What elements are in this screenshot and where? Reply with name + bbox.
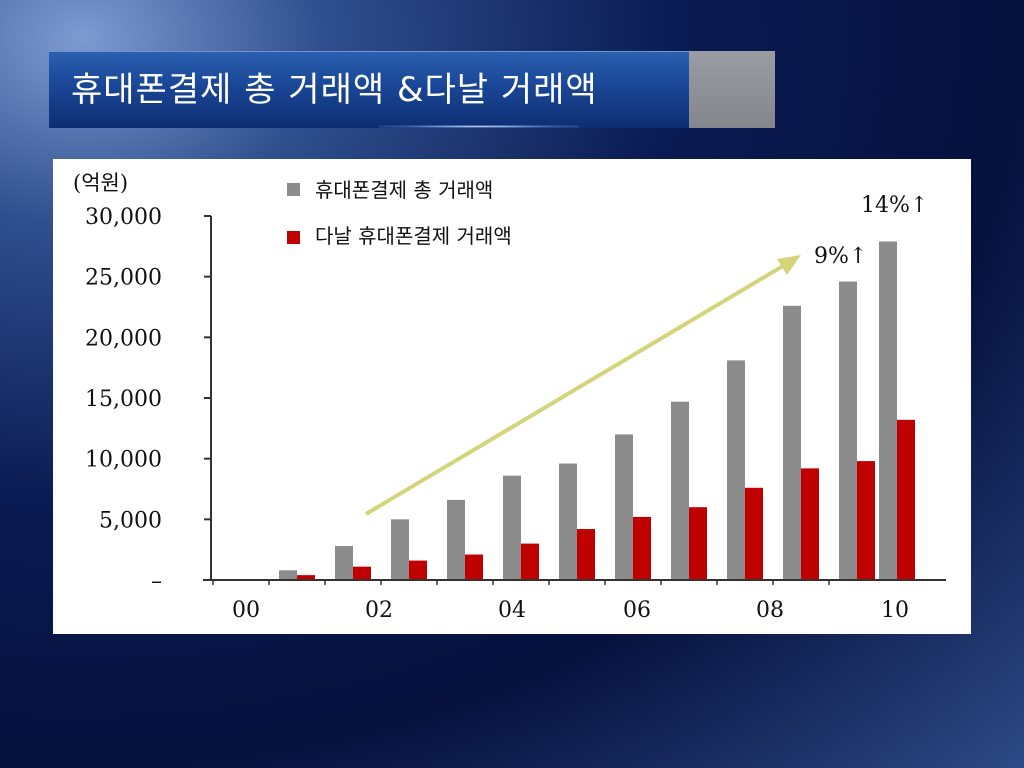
x-tick-label: 10: [881, 598, 909, 623]
x-tick-label: 12(: [970, 598, 971, 623]
unit-label: (억원): [73, 171, 128, 195]
bar-danal: [577, 529, 595, 580]
y-tick-label: 30,000: [85, 205, 162, 230]
bar-total: [671, 401, 689, 580]
bar-danal: [521, 543, 539, 580]
bar-danal: [857, 461, 875, 580]
bar-total: [335, 546, 353, 580]
title-accent-block: [689, 51, 775, 128]
title-bar: 휴대폰결제 총 거래액 &다날 거래액: [49, 51, 689, 128]
bar-danal: [689, 507, 707, 580]
y-tick-label: 20,000: [85, 326, 162, 351]
bar-total: [783, 305, 801, 580]
bar-total: [727, 360, 745, 580]
title-glow: [379, 125, 579, 128]
legend-label-danal: 다날 휴대폰결제 거래액: [315, 224, 512, 248]
x-tick-label: 08: [756, 598, 784, 623]
bar-total: [503, 475, 521, 580]
bar-danal: [897, 419, 915, 580]
bar-total: [279, 570, 297, 580]
bar-danal: [297, 575, 315, 580]
y-tick-label: 10,000: [85, 448, 162, 473]
x-tick-label: 02: [365, 598, 393, 623]
x-tick-label: 06: [623, 598, 651, 623]
bar-total: [559, 463, 577, 580]
bar-danal: [465, 554, 483, 580]
bar-danal: [633, 516, 651, 580]
bar-danal: [745, 487, 763, 580]
legend-swatch-danal: [287, 231, 300, 244]
y-tick-label: 25,000: [85, 266, 162, 291]
legend-swatch-total: [287, 183, 300, 196]
slide-title: 휴대폰결제 총 거래액 &다날 거래액: [71, 70, 598, 110]
x-axis-ticks: 00 02 04 06 08 10 12(: [212, 580, 1006, 623]
x-tick-label: 04: [498, 598, 526, 623]
bar-total: [615, 434, 633, 580]
bar-chart: (억원) 30,000 25,000 20,000 15,000 10,000 5,000…: [73, 171, 1006, 623]
chart-panel: (억원) 30,000 25,000 20,000 15,000 10,000 5,000…: [53, 159, 1006, 634]
annotation-14-percent: 14%↑: [861, 193, 928, 218]
bar-danal: [409, 560, 427, 580]
y-tick-label: –: [151, 569, 162, 594]
legend-label-total: 휴대폰결제 총 거래액: [315, 178, 493, 202]
annotation-9-percent: 9%↑: [814, 244, 867, 269]
bar-total: [391, 519, 409, 580]
bar-total: [447, 499, 465, 580]
y-tick-label: 5,000: [99, 508, 162, 533]
bar-danal: [801, 468, 819, 580]
bar-total: [839, 281, 857, 580]
bar-total: [879, 241, 897, 580]
y-axis-ticks: 30,000 25,000 20,000 15,000 10,000 5,000 –: [85, 205, 211, 594]
y-tick-label: 15,000: [85, 387, 162, 412]
bars: [279, 241, 915, 580]
x-tick-label: 00: [232, 598, 260, 623]
legend: 휴대폰결제 총 거래액 다날 휴대폰결제 거래액: [287, 178, 512, 248]
trend-arrow: [364, 255, 801, 516]
bar-danal: [353, 566, 371, 580]
